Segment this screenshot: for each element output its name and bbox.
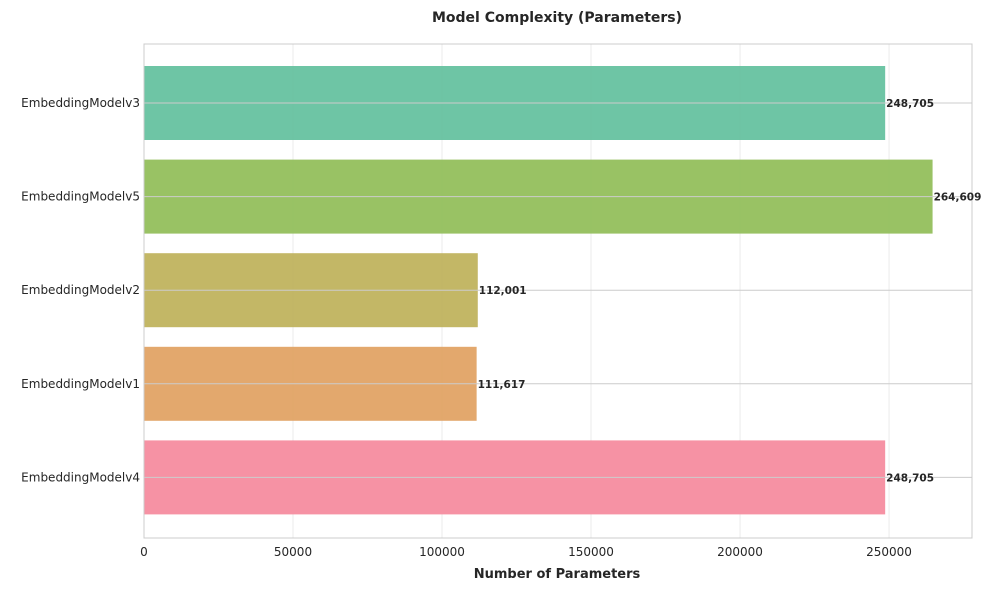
bar-value-label: 111,617 (478, 379, 526, 391)
x-tick-label: 200000 (717, 545, 763, 559)
x-tick-label: 150000 (568, 545, 614, 559)
plot-frame (143, 43, 973, 539)
x-axis-label: Number of Parameters (474, 567, 641, 582)
bar-value-label: 112,001 (479, 285, 527, 297)
y-tick-label: EmbeddingModelv2 (21, 283, 140, 297)
bars (144, 66, 972, 515)
y-tick-label: EmbeddingModelv4 (21, 470, 140, 484)
x-tick-label: 0 (140, 545, 148, 559)
bar-value-label: 264,609 (934, 192, 982, 204)
bar-value-label: 248,705 (886, 98, 934, 110)
y-tick-label: EmbeddingModelv1 (21, 377, 140, 391)
x-tick-label: 250000 (866, 545, 912, 559)
y-tick-labels: EmbeddingModelv3 EmbeddingModelv5 Embeddin… (21, 96, 140, 484)
x-tick-label: 50000 (274, 545, 312, 559)
chart-title: Model Complexity (Parameters) (432, 10, 682, 26)
data-labels: 248,705 264,609 112,001 111,617 248,705 (478, 98, 982, 484)
y-tick-label: EmbeddingModelv3 (21, 96, 140, 110)
y-tick-label: EmbeddingModelv5 (21, 190, 140, 204)
bar-value-label: 248,705 (886, 472, 934, 484)
x-tick-labels: 0 50000 100000 150000 200000 250000 (140, 545, 912, 559)
x-tick-label: 100000 (419, 545, 465, 559)
